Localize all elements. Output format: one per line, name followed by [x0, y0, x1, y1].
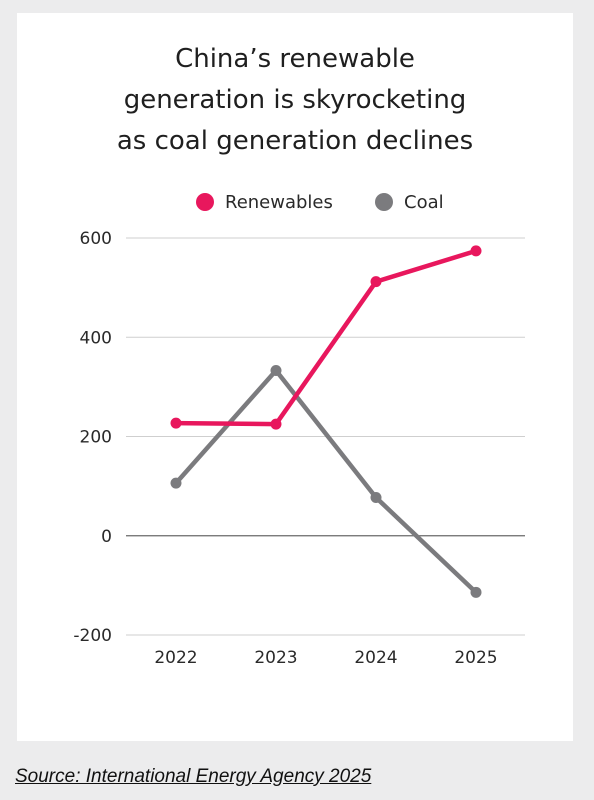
- y-tick-label: 400: [80, 328, 112, 348]
- x-tick-label: 2023: [254, 648, 297, 668]
- chart-title: China’s renewable generation is skyrocke…: [17, 39, 573, 162]
- coal-line: [173, 368, 479, 595]
- axis-layer: 600 400 200 0 -200 2022 2023 2024 2025: [73, 229, 497, 668]
- y-tick-label: 0: [101, 527, 112, 547]
- y-tick-label: 600: [80, 229, 112, 249]
- coal-point: [470, 586, 482, 598]
- renewables-point: [470, 245, 482, 257]
- series-layer: [170, 245, 482, 598]
- legend-coal-label: Coal: [404, 192, 444, 213]
- chart-title-line-2: generation is skyrocketing: [123, 85, 467, 115]
- chart-title-line-1: China’s renewable: [175, 44, 415, 74]
- x-tick-label: 2022: [154, 648, 197, 668]
- line-chart: 600 400 200 0 -200 2022 2023 2024 2025 Renewable…: [73, 192, 525, 668]
- renewables-point: [370, 276, 382, 288]
- grid-layer: [126, 237, 525, 636]
- legend-coal-marker: [375, 193, 393, 211]
- y-tick-label: 200: [80, 428, 112, 448]
- coal-point: [270, 364, 282, 376]
- x-tick-label: 2025: [454, 648, 497, 668]
- chart-card: China’s renewable generation is skyrocke…: [17, 13, 573, 741]
- coal-point: [170, 477, 182, 489]
- legend-renewables-label: Renewables: [225, 192, 333, 213]
- renewables-line: [173, 248, 479, 427]
- renewables-point: [170, 417, 182, 429]
- y-tick-label: -200: [73, 626, 112, 646]
- legend-renewables-marker: [196, 193, 214, 211]
- source-link[interactable]: Source: International Energy Agency 2025: [15, 766, 372, 787]
- legend: Renewables Coal: [196, 192, 444, 213]
- coal-point: [370, 492, 382, 504]
- x-tick-label: 2024: [354, 648, 397, 668]
- renewables-point: [270, 418, 282, 430]
- chart-title-line-3: as coal generation declines: [116, 126, 474, 156]
